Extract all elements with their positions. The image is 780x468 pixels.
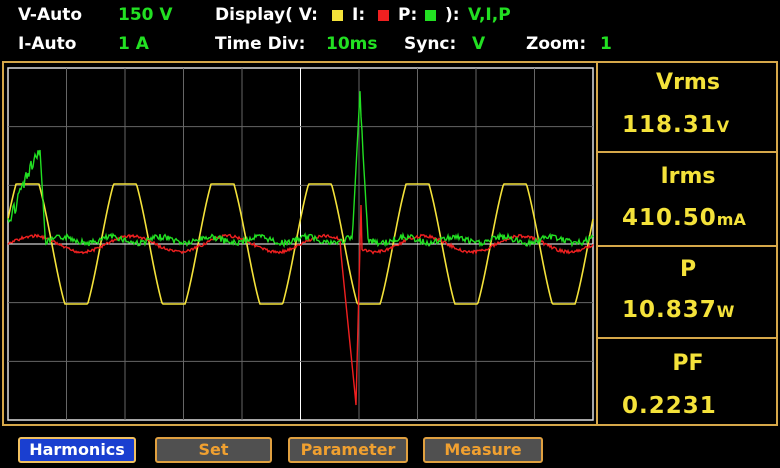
power-trace (7, 91, 594, 249)
value: 0.2231 (622, 393, 717, 419)
measurement-label: Vrms (656, 70, 720, 95)
i-range-label: I-Auto (18, 34, 77, 54)
measurement-value: 118.31V (622, 112, 729, 138)
measurement-label: Irms (660, 164, 716, 189)
i-label: I: (352, 5, 366, 25)
value: 410.50 (622, 205, 717, 231)
v-swatch (332, 10, 343, 21)
value: 118.31 (622, 112, 717, 138)
traces (7, 91, 594, 406)
sync-label: Sync: (404, 34, 457, 54)
value: 10.837 (622, 297, 717, 323)
measurement-label: PF (672, 351, 704, 376)
voltage-trace (7, 183, 594, 305)
sync: V (472, 34, 486, 54)
display-label: Display( V: (215, 5, 318, 25)
v-range-label: V-Auto (18, 5, 83, 25)
graticule (7, 67, 594, 421)
measurement-label: P (679, 257, 697, 282)
v-range: 150 V (118, 5, 173, 25)
display-value: V,I,P (468, 5, 511, 25)
measurement-value: 10.837W (622, 297, 734, 323)
measurement-value: 0.2231 (622, 393, 717, 419)
time-div-label: Time Div: (215, 34, 306, 54)
soft-key[interactable]: Parameter (288, 437, 408, 463)
soft-key[interactable]: Set (155, 437, 272, 463)
i-swatch (378, 10, 389, 21)
unit: W (716, 302, 735, 321)
unit: mA (716, 210, 746, 229)
i-range: 1 A (118, 34, 149, 54)
measurement-value: 410.50mA (622, 205, 746, 231)
display-end: ): (445, 5, 460, 25)
soft-key[interactable]: Measure (423, 437, 543, 463)
zoom: 1 (600, 34, 612, 54)
p-label: P: (398, 5, 418, 25)
soft-key[interactable]: Harmonics (18, 437, 136, 463)
current-trace (7, 204, 594, 406)
time-div: 10ms (326, 34, 378, 54)
unit: V (716, 117, 730, 136)
p-swatch (425, 10, 436, 21)
panel-border (2, 61, 778, 426)
zoom-label: Zoom: (526, 34, 587, 54)
